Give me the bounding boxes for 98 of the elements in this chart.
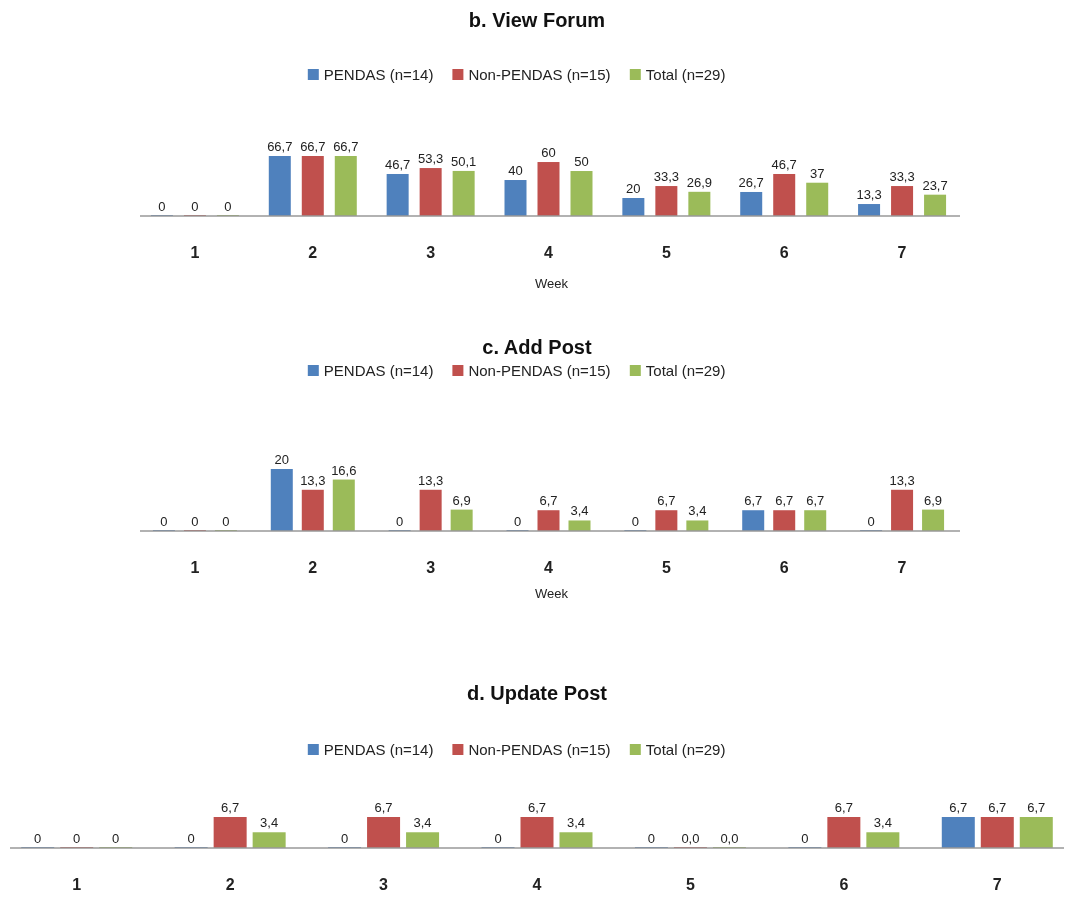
data-label: 66,7	[300, 139, 326, 154]
data-label: 33,3	[653, 169, 680, 185]
data-label: 20	[274, 452, 290, 467]
legend-label: PENDAS (n=14)	[323, 66, 434, 83]
legend-label: Total (n=29)	[645, 66, 726, 83]
data-label: 37	[809, 165, 825, 181]
data-label: 23,7	[922, 177, 948, 193]
data-label: 6,9	[924, 492, 943, 508]
chart-title: b. View Forum	[468, 9, 606, 31]
data-label: 0	[396, 514, 404, 529]
data-label: 0	[513, 514, 522, 529]
chart-title: d. Update Post	[466, 682, 608, 704]
data-label: 46,7	[771, 156, 797, 172]
data-label: 46,7	[384, 156, 411, 172]
data-label: 6,7	[657, 493, 676, 509]
legend-label: Non-PENDAS (n=15)	[468, 66, 611, 83]
data-label: 0	[73, 831, 81, 846]
data-label: 6,7	[949, 800, 968, 815]
data-label: 3,4	[260, 815, 279, 831]
x-tick-label: 7	[897, 244, 907, 261]
chart-title: c. Add Post	[482, 336, 592, 358]
x-tick-label: 4	[544, 244, 554, 261]
x-tick-label: 7	[897, 559, 907, 576]
x-tick-label: 5	[661, 244, 671, 261]
data-label: 60	[541, 145, 556, 161]
data-label: 66,7	[267, 139, 293, 154]
x-tick-label: 3	[426, 244, 436, 261]
data-label: 26,9	[686, 174, 713, 190]
data-label: 66,7	[333, 139, 359, 154]
data-label: 6,7	[1027, 800, 1046, 815]
data-label: 40	[508, 163, 523, 179]
data-label: 13,3	[856, 187, 882, 203]
legend-label: Total (n=29)	[645, 362, 726, 379]
data-label: 6,7	[527, 800, 547, 815]
data-label: 6,7	[806, 493, 825, 509]
x-tick-label: 2	[308, 244, 318, 261]
data-label: 0,0	[720, 831, 739, 846]
data-label: 13,3	[417, 472, 444, 488]
data-label: 0	[34, 831, 42, 846]
data-label: 0	[222, 514, 230, 529]
data-label: 0	[801, 831, 809, 846]
data-label: 6,7	[834, 800, 853, 815]
x-tick-label: 1	[190, 244, 200, 261]
x-tick-label: 1	[72, 876, 82, 893]
x-tick-label: 1	[190, 559, 200, 576]
data-label: 6,9	[452, 492, 471, 508]
data-label: 0	[631, 514, 639, 529]
data-label: 6,7	[988, 800, 1007, 815]
data-label: 6,7	[221, 800, 240, 815]
data-label: 0	[158, 199, 166, 214]
data-label: 16,6	[331, 462, 357, 478]
data-label: 0	[647, 831, 656, 846]
data-label: 0,0	[681, 831, 700, 846]
data-label: 53,3	[417, 151, 444, 167]
data-label: 3,4	[688, 503, 707, 519]
x-tick-label: 3	[426, 559, 436, 576]
legend-label: Non-PENDAS (n=15)	[468, 362, 611, 379]
x-tick-label: 6	[779, 244, 789, 261]
legend-label: PENDAS (n=14)	[323, 362, 434, 379]
data-label: 6,7	[775, 493, 794, 509]
data-label: 33,3	[889, 169, 915, 185]
data-label: 0	[494, 831, 502, 846]
x-tick-label: 2	[308, 559, 318, 576]
data-label: 0	[160, 514, 168, 529]
data-label: 0	[191, 199, 199, 214]
x-tick-label: 3	[379, 876, 389, 893]
data-label: 13,3	[889, 472, 915, 488]
data-label: 50	[574, 154, 589, 170]
data-label: 13,3	[300, 472, 326, 488]
x-tick-label: 7	[992, 876, 1002, 893]
x-axis-title: Week	[535, 276, 569, 291]
data-label: 26,7	[738, 174, 764, 190]
data-label: 0	[224, 199, 232, 214]
data-label: 0	[867, 514, 875, 529]
legend-label: PENDAS (n=14)	[323, 741, 434, 758]
data-label: 6,7	[539, 493, 558, 509]
x-tick-label: 5	[685, 876, 695, 893]
x-tick-label: 5	[661, 559, 671, 576]
x-tick-label: 4	[532, 876, 542, 893]
data-label: 20	[626, 181, 641, 197]
data-label: 3,4	[413, 815, 432, 831]
data-label: 3,4	[873, 815, 892, 831]
x-axis-title: Week	[535, 586, 569, 601]
legend-label: Total (n=29)	[645, 741, 726, 758]
data-label: 50,1	[450, 153, 477, 169]
data-label: 6,7	[374, 800, 393, 815]
data-label: 3,4	[570, 503, 589, 519]
data-label: 0	[191, 514, 199, 529]
legend-label: Non-PENDAS (n=15)	[468, 741, 611, 758]
x-tick-label: 4	[544, 559, 554, 576]
x-tick-label: 6	[839, 876, 849, 893]
data-label: 6,7	[744, 493, 763, 509]
data-label: 0	[112, 831, 120, 846]
x-tick-label: 2	[225, 876, 235, 893]
data-label: 3,4	[566, 815, 586, 831]
x-tick-label: 6	[779, 559, 789, 576]
data-label: 0	[340, 831, 349, 846]
data-label: 0	[187, 831, 195, 846]
